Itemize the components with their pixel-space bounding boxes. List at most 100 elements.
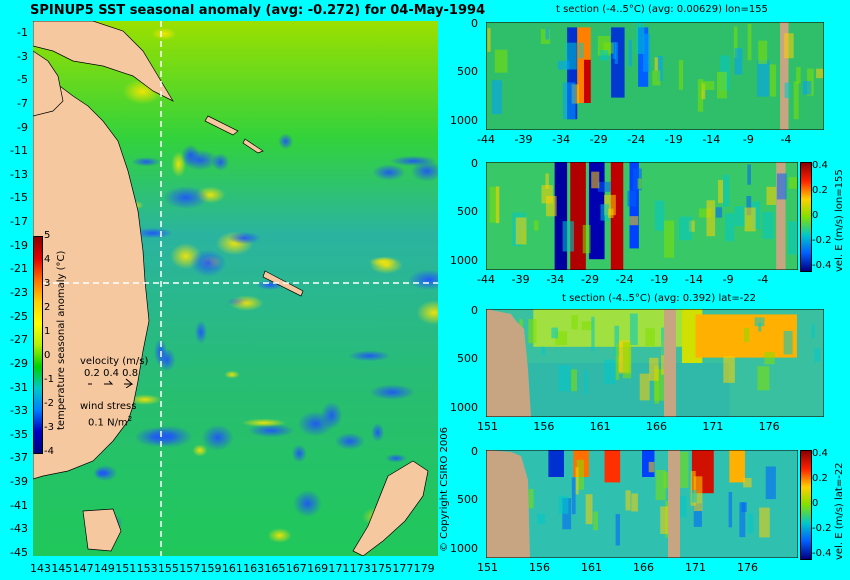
sst-map <box>33 21 438 556</box>
depth-tick: 500 <box>457 492 478 506</box>
depth-tick: 0 <box>471 445 478 459</box>
vel-colorbar-tick: -0.4 <box>812 260 832 271</box>
lat-tick: -13 <box>10 167 28 181</box>
lon-tick: 167 <box>285 562 307 575</box>
lon-tick: 157 <box>179 562 201 575</box>
vel-label-lat: vel. E (m/s) lat=-22 <box>834 462 845 560</box>
depth-tick: 1000 <box>450 401 478 415</box>
section-v-lon <box>486 162 798 270</box>
depth-tick: 0 <box>471 157 478 171</box>
depth-tick: 500 <box>457 351 478 365</box>
lat-tick: -39 <box>10 475 28 489</box>
australia-land <box>33 65 150 480</box>
cape-york-land <box>33 50 64 117</box>
section-v-lat <box>486 450 798 558</box>
section-x-tick: 156 <box>529 561 550 574</box>
vel-colorbar-lon <box>800 162 812 272</box>
vel-colorbar-lon-ticks: 0.4 0.2 0 -0.2 -0.4 <box>812 160 832 271</box>
lon-tick: 179 <box>413 562 435 575</box>
vel-colorbar-lat <box>800 450 812 560</box>
lon-tick: 163 <box>243 562 265 575</box>
depth-tick: 500 <box>457 64 478 78</box>
copyright: © Copyright CSIRO 2006 <box>439 427 450 552</box>
colorbar-tick: -4 <box>44 446 54 457</box>
lat-tick: -35 <box>10 427 28 441</box>
section-x-tick: -29 <box>581 273 599 286</box>
vel-colorbar-tick: 0 <box>812 498 819 509</box>
lat-tick: -1 <box>17 26 28 39</box>
section-t-lat <box>486 309 824 417</box>
lon-tick: 143 <box>30 562 51 575</box>
colorbar-tick: -2 <box>44 398 54 409</box>
solomons-land <box>204 115 264 154</box>
colorbar-tick: 2 <box>44 302 51 313</box>
vel-label-lon: vel. E (m/s) lon=155 <box>834 169 845 272</box>
lat-tick: -31 <box>10 380 28 394</box>
colorbar-tick: -1 <box>44 374 54 385</box>
section-x-tick: 161 <box>581 561 602 574</box>
colorbar-tick: 3 <box>44 278 51 289</box>
lat-tick: -9 <box>17 120 28 134</box>
section-t-lon <box>486 22 824 130</box>
vel-colorbar-tick: 0.2 <box>812 185 828 196</box>
section-x-tick: -4 <box>780 133 792 146</box>
lon-tick: 165 <box>264 562 286 575</box>
section-x-tick: -39 <box>514 133 533 146</box>
lon-tick: 151 <box>115 562 137 575</box>
section-x-tick: 176 <box>737 561 758 574</box>
lon-tick: 175 <box>371 562 393 575</box>
section-x-tick: 166 <box>633 561 654 574</box>
section-x-tick: -24 <box>615 273 634 286</box>
lat-tick: -21 <box>10 262 28 276</box>
map-colorbar <box>33 236 43 454</box>
section-x-tick: -14 <box>685 273 703 286</box>
section-x-tick: 156 <box>533 420 555 433</box>
section-x-tick: 166 <box>646 420 667 433</box>
colorbar-label: temperature seasonal anomaly (°C) <box>56 250 67 430</box>
section-x-tick: -39 <box>511 273 530 286</box>
vel-colorbar-tick: -0.2 <box>812 235 832 246</box>
vel-colorbar-tick: 0.4 <box>812 160 828 171</box>
colorbar-tick: -3 <box>44 422 54 433</box>
section-x-tick: -19 <box>664 133 683 146</box>
lat-tick: -17 <box>10 215 28 229</box>
velocity-arrows-icon <box>88 378 134 388</box>
velocity-scale: 0.2 0.4 0.8 <box>84 368 139 379</box>
vel-colorbar-lat-ticks: 0.4 0.2 0 -0.2 -0.4 <box>812 448 832 559</box>
colorbar-tick: 4 <box>44 254 51 265</box>
section-x-tick: -19 <box>650 273 669 286</box>
section-x-tick: -14 <box>702 133 721 146</box>
section-x-tick: 161 <box>589 420 611 433</box>
section-x-tick: -44 <box>477 133 495 146</box>
section-x-tick: 176 <box>758 420 780 433</box>
windstress-scale: 0.1 N/m2 <box>88 415 133 429</box>
section-x-tick: 171 <box>702 420 724 433</box>
lat-tick: -25 <box>10 309 28 323</box>
lon-tick: 145 <box>51 562 73 575</box>
section-x-tick: 151 <box>477 420 498 433</box>
lat-tick: -41 <box>10 498 28 512</box>
depth-tick: 500 <box>457 204 478 218</box>
lon-tick: 155 <box>157 562 179 575</box>
lat-axis: -1 -3 -5 -7 -9 -11 -13 -15 -17 -19 -21 -23 -25 -27 -29… <box>0 21 32 559</box>
section-x-tick: -44 <box>477 273 495 286</box>
lon-tick: 169 <box>307 562 329 575</box>
lon-tick: 161 <box>221 562 243 575</box>
section-x-tick: -34 <box>546 273 565 286</box>
section-x-tick: -4 <box>757 273 769 286</box>
section-title-t-lat: t section (-4..5°C) (avg: 0.392) lat=-22 <box>562 293 757 304</box>
velocity-label: velocity (m/s) <box>80 356 149 367</box>
map-title: SPINUP5 SST seasonal anomaly (avg: -0.27… <box>30 3 486 18</box>
lon-tick: 153 <box>136 562 158 575</box>
lon-tick: 171 <box>328 562 350 575</box>
lat-tick: -37 <box>10 451 28 465</box>
lon-tick: 159 <box>200 562 222 575</box>
vel-colorbar-tick: 0 <box>812 210 819 221</box>
lat-tick: -27 <box>10 333 28 347</box>
lat-tick: -15 <box>10 191 28 205</box>
lat-tick: -29 <box>10 356 28 370</box>
lon-tick: 149 <box>93 562 115 575</box>
vel-colorbar-tick: -0.2 <box>812 523 832 534</box>
section-x-tick: -9 <box>742 133 754 146</box>
new-guinea-land <box>33 21 174 102</box>
